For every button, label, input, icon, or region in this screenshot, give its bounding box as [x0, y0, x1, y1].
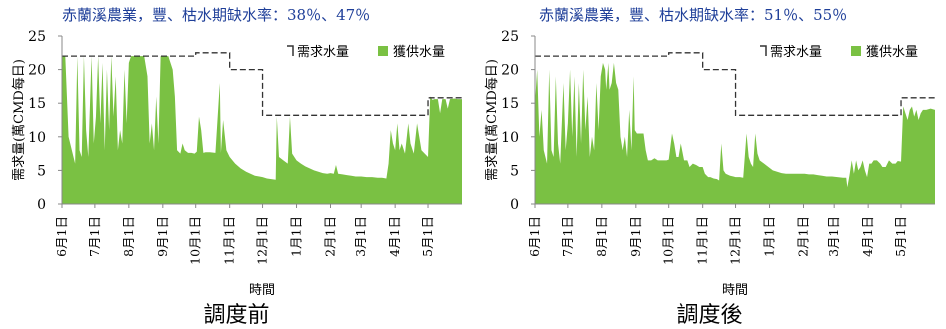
- x-tick-label: 2月1日: [322, 216, 337, 257]
- x-tick-label: 4月1日: [387, 216, 402, 257]
- x-tick-label: 9月1日: [628, 216, 643, 257]
- y-tick-label: 25: [501, 29, 519, 45]
- y-tick-label: 0: [37, 197, 46, 213]
- x-tick-label: 3月1日: [826, 216, 841, 257]
- y-tick-label: 25: [28, 29, 46, 45]
- y-tick-label: 15: [28, 96, 46, 112]
- chart-caption: 調度前: [203, 303, 270, 328]
- demand-line: [62, 52, 462, 116]
- chart-panel-after: 赤蘭溪農業，豐、枯水期缺水率：51％、55％ 0 5 10 15 20 25 6月1日 7月1…: [473, 0, 946, 329]
- y-axis-title: 需求量(萬CMD每日): [11, 59, 27, 181]
- chart-svg: 0 5 10 15 20 25 6月1日 7月1日 8月1日 9月1日 10月1日 11月1日 12月1…: [11, 29, 462, 298]
- x-axis-title: 時間: [249, 283, 275, 298]
- legend-supply-swatch: [378, 46, 388, 56]
- x-tick-label: 10月1日: [188, 216, 203, 265]
- x-tick-label: 7月1日: [87, 216, 102, 257]
- x-tick-label: 8月1日: [121, 216, 136, 257]
- y-tick-label: 20: [501, 63, 519, 79]
- supply-area: [62, 56, 462, 204]
- x-tick-label: 11月1日: [222, 216, 237, 265]
- y-tick-label: 0: [510, 197, 519, 213]
- legend-demand-swatch: [287, 45, 294, 56]
- chart-title: 赤蘭溪農業，豐、枯水期缺水率：51％、55％: [539, 6, 848, 24]
- x-tick-label: 12月1日: [728, 216, 743, 265]
- demand-line: [535, 52, 935, 116]
- supply-area: [535, 62, 935, 204]
- x-tick-label: 1月1日: [762, 216, 777, 257]
- x-tick-label: 11月1日: [695, 216, 710, 265]
- x-tick-label: 6月1日: [54, 216, 69, 257]
- y-tick-label: 20: [28, 63, 46, 79]
- x-tick-label: 4月1日: [860, 216, 875, 257]
- legend-demand-swatch: [760, 45, 767, 56]
- chart-panel-before: 赤蘭溪農業，豐、枯水期缺水率：38％、47％ 0 5 10 15 20 25 6月1日 7月1…: [11, 6, 462, 328]
- y-tick-label: 10: [501, 130, 519, 146]
- legend-label: 需求水量: [770, 45, 822, 60]
- y-tick-label: 15: [501, 96, 519, 112]
- x-tick-label: 5月1日: [893, 216, 908, 257]
- x-tick-label: 5月1日: [420, 216, 435, 257]
- x-tick-label: 9月1日: [155, 216, 170, 257]
- y-axis-title: 需求量(萬CMD每日): [484, 59, 500, 181]
- chart-title: 赤蘭溪農業，豐、枯水期缺水率：38％、47％: [62, 6, 371, 24]
- x-tick-label: 2月1日: [795, 216, 810, 257]
- x-tick-label: 12月1日: [255, 216, 270, 265]
- x-tick-label: 7月1日: [560, 216, 575, 257]
- legend-label: 獲供水量: [393, 45, 445, 60]
- legend-supply-swatch: [851, 46, 861, 56]
- chart-caption: 調度後: [676, 303, 743, 328]
- x-tick-label: 6月1日: [527, 216, 542, 257]
- y-tick-label: 5: [37, 163, 46, 179]
- chart-svg: 0 5 10 15 20 25 6月1日 7月1日 8月1日 9月1日 10月1日 11月1日 12月1…: [484, 29, 935, 298]
- x-tick-label: 10月1日: [661, 216, 676, 265]
- y-tick-label: 5: [510, 163, 519, 179]
- legend-label: 獲供水量: [866, 45, 918, 60]
- legend-label: 需求水量: [297, 45, 349, 60]
- y-tick-label: 10: [28, 130, 46, 146]
- x-tick-label: 8月1日: [594, 216, 609, 257]
- x-tick-label: 1月1日: [289, 216, 304, 257]
- x-axis-title: 時間: [722, 283, 748, 298]
- x-tick-label: 3月1日: [353, 216, 368, 257]
